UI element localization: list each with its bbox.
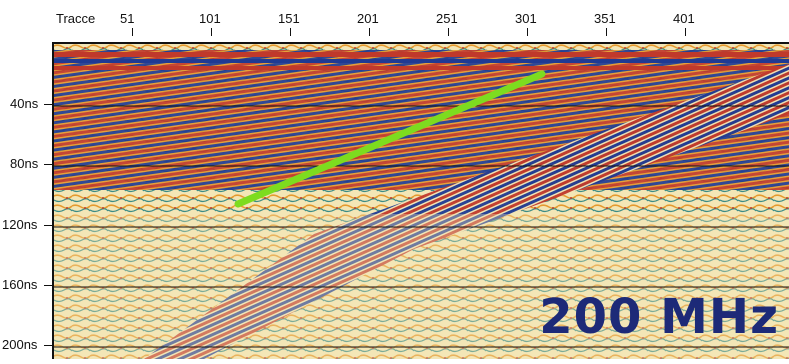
trace-tick-label: 51 bbox=[120, 11, 135, 26]
trace-axis-title: Tracce bbox=[56, 11, 96, 26]
trace-tick-label: 301 bbox=[515, 11, 537, 26]
trace-tick-mark bbox=[685, 28, 686, 36]
time-tick-label: 160ns bbox=[2, 277, 38, 292]
radargram-panel bbox=[52, 42, 789, 359]
time-tick-mark bbox=[44, 345, 52, 346]
trace-tick-mark bbox=[132, 28, 133, 36]
time-tick-mark bbox=[44, 225, 52, 226]
trace-tick-label: 351 bbox=[594, 11, 616, 26]
time-tick-label: 120ns bbox=[2, 217, 38, 232]
trace-tick-label: 151 bbox=[278, 11, 300, 26]
trace-tick-label: 401 bbox=[673, 11, 695, 26]
trace-tick-mark bbox=[290, 28, 291, 36]
trace-tick-mark bbox=[527, 28, 528, 36]
interpreted-reflector-line bbox=[234, 70, 546, 208]
trace-tick-mark bbox=[448, 28, 449, 36]
trace-tick-mark bbox=[369, 28, 370, 36]
time-tick-mark bbox=[44, 164, 52, 165]
trace-tick-mark bbox=[211, 28, 212, 36]
time-tick-mark bbox=[44, 285, 52, 286]
time-tick-mark bbox=[44, 104, 52, 105]
trace-tick-label: 101 bbox=[199, 11, 221, 26]
trace-tick-mark bbox=[606, 28, 607, 36]
time-tick-label: 80ns bbox=[10, 156, 39, 171]
radargram-image bbox=[54, 44, 789, 359]
time-tick-label: 200ns bbox=[2, 337, 38, 352]
frequency-label: 200 MHz bbox=[539, 289, 779, 345]
trace-tick-label: 251 bbox=[436, 11, 458, 26]
time-tick-label: 40ns bbox=[10, 96, 39, 111]
trace-tick-label: 201 bbox=[357, 11, 379, 26]
